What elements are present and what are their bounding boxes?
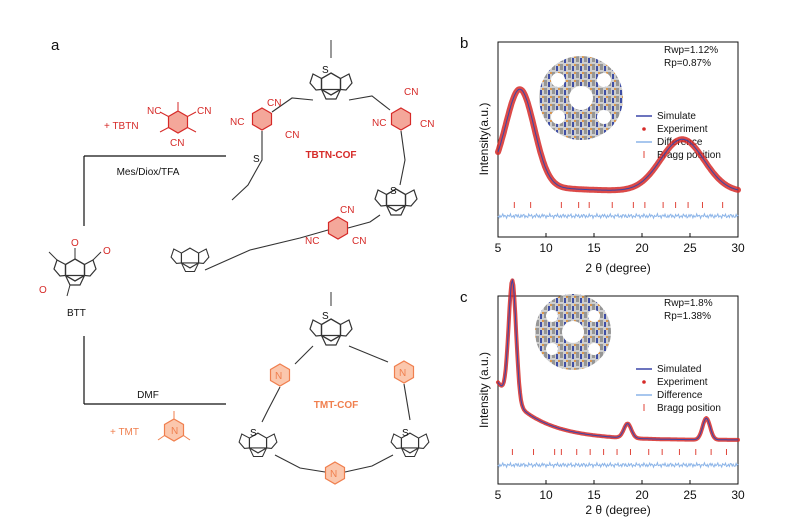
chart-c-xtick-label: 30 <box>731 488 745 502</box>
chart-b-xtick-label: 30 <box>731 241 745 255</box>
tbtn-cof-nc-3: NC <box>305 236 319 247</box>
chart-c-xtick-label: 5 <box>495 488 502 502</box>
chart-b-xtick-label: 10 <box>539 241 553 255</box>
legend-b-experiment-swatch <box>642 127 646 131</box>
chart-b-structure-image <box>539 56 623 140</box>
tmt-cof-s-2: S <box>250 428 257 439</box>
tmt-cof-s-1: S <box>322 311 329 322</box>
upper-conditions: Mes/Diox/TFA <box>117 167 180 178</box>
chart-b-difference-series <box>497 212 739 220</box>
lower-conditions: DMF <box>137 390 159 401</box>
chart-c-xtick-label: 20 <box>635 488 649 502</box>
chart-c-xtick-label: 10 <box>539 488 553 502</box>
tmt-cof-s-3: S <box>402 428 409 439</box>
tbtn-ring-bottom <box>327 216 349 240</box>
tbtn-cof-nc-2: NC <box>372 118 386 129</box>
tmt-n: N <box>171 426 178 437</box>
tbtn-molecule: NC CN CN <box>147 102 211 149</box>
panel-label-c: c <box>460 289 468 306</box>
legend-c-bragg: Bragg position <box>657 403 721 414</box>
btt-molecule: O O O BTT <box>39 238 111 319</box>
btt-label: BTT <box>67 308 86 319</box>
chart-b-legend: Simulate Experiment Difference Bragg pos… <box>636 111 721 161</box>
tbtn-cof-s-3: S <box>390 186 397 197</box>
tbtn-cof-cn-3: CN <box>404 87 418 98</box>
panel-label-b: b <box>460 35 468 52</box>
tbtn-cof-cn-6: CN <box>352 236 366 247</box>
tbtn-cof-nc-1: NC <box>230 117 244 128</box>
chart-c-simulate-series <box>497 278 738 441</box>
tbtn-cof-cn-2: CN <box>285 130 299 141</box>
chart-b-xtick-label: 5 <box>495 241 502 255</box>
tbtn-ring-right <box>390 107 412 131</box>
btt-o-3: O <box>103 246 111 257</box>
legend-c-experiment: Experiment <box>657 377 708 388</box>
chart-c-legend: Simulated Experiment Difference Bragg po… <box>636 364 721 414</box>
tbtn-cn-1: CN <box>197 106 211 117</box>
chart-b-frame <box>497 41 739 238</box>
upper-reagent-label: + TBTN <box>104 121 139 132</box>
btt-o-1: O <box>71 238 79 249</box>
tmt-molecule: N <box>157 411 191 442</box>
chart-b-xtick-label: 25 <box>683 241 697 255</box>
chart-c-ylabel: Intensity (a.u.) <box>477 352 491 428</box>
chart-b-rp: Rp=0.87% <box>664 58 711 69</box>
chart-c-xtick-label: 25 <box>683 488 697 502</box>
chart-b-xtick-label: 20 <box>635 241 649 255</box>
legend-c-simulated: Simulated <box>657 364 701 375</box>
chart-c-rwp: Rwp=1.8% <box>664 298 713 309</box>
tmt-cof-n-3: N <box>330 469 337 480</box>
chart-c-frame <box>497 295 739 485</box>
tbtn-ring-left <box>251 107 273 131</box>
tbtn-cn-2: CN <box>170 138 184 149</box>
tbtn-cof-label: TBTN-COF <box>305 150 356 161</box>
chart-c-xlabel: 2 θ (degree) <box>585 503 650 517</box>
legend-b-experiment: Experiment <box>657 124 708 135</box>
chart-c-xtick-label: 15 <box>587 488 601 502</box>
reaction-lines <box>83 155 226 405</box>
tbtn-cof-cn-5: CN <box>340 205 354 216</box>
chart-b: Rwp=1.12% Rp=0.87% Intensity(a.u.) 2 θ (… <box>477 41 745 275</box>
chart-b-xlabel: 2 θ (degree) <box>585 261 650 275</box>
chart-b-xtick-label: 15 <box>587 241 601 255</box>
chart-b-ylabel: Intensity(a.u.) <box>477 103 491 176</box>
tmt-cof-n-1: N <box>275 371 282 382</box>
chart-c-difference-series <box>497 461 739 469</box>
tmt-cof-macrocycle: N N N S S S TMT-COF <box>239 292 429 485</box>
chart-b-rwp: Rwp=1.12% <box>664 45 718 56</box>
tbtn-cof-s-1: S <box>322 65 329 76</box>
tbtn-cof-s-2: S <box>253 154 260 165</box>
tbtn-cof-cn-1: CN <box>267 98 281 109</box>
legend-b-simulate: Simulate <box>657 111 696 122</box>
tmt-cof-n-2: N <box>399 368 406 379</box>
lower-reagent-label: + TMT <box>110 427 139 438</box>
legend-b-bragg: Bragg position <box>657 150 721 161</box>
legend-c-difference: Difference <box>657 390 703 401</box>
btt-o-2: O <box>39 285 47 296</box>
chart-c: Rwp=1.8% Rp=1.38% Intensity (a.u.) 2 θ (… <box>477 278 745 517</box>
legend-c-experiment-swatch <box>642 380 646 384</box>
chart-b-simulate-series <box>497 88 739 191</box>
chart-c-structure-image <box>535 294 611 370</box>
tbtn-cof-cn-4: CN <box>420 119 434 130</box>
tbtn-cof-macrocycle: CN NC CN CN NC CN CN NC CN S S S TBTN-CO… <box>171 40 434 272</box>
tbtn-nc-1: NC <box>147 106 161 117</box>
tmt-cof-label: TMT-COF <box>314 400 358 411</box>
chart-c-rp: Rp=1.38% <box>664 311 711 322</box>
panel-label-a: a <box>51 37 60 54</box>
